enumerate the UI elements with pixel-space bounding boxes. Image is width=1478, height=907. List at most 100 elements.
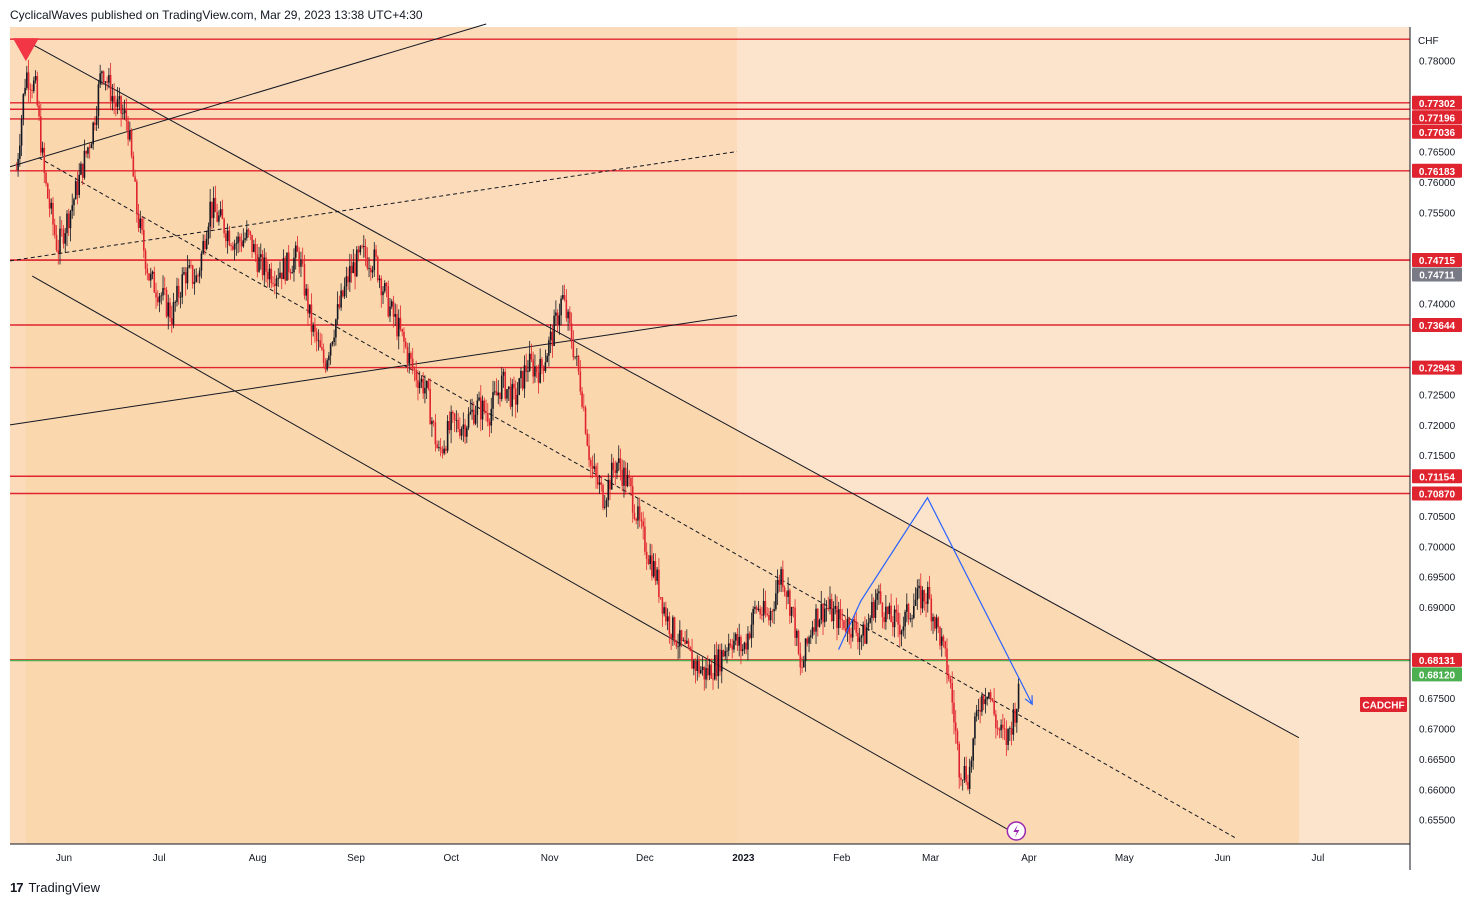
- candle-body: [298, 251, 301, 267]
- candle-body: [637, 506, 639, 521]
- candle-body: [1016, 708, 1018, 723]
- candle-body: [76, 181, 79, 196]
- price-level-badge-label: 0.71154: [1419, 472, 1455, 483]
- candle-body: [996, 727, 999, 730]
- candle-body: [727, 643, 730, 651]
- candle-body: [640, 519, 643, 522]
- price-tick-label: 0.78000: [1419, 56, 1456, 67]
- candle-body: [813, 627, 816, 632]
- candle-body: [699, 669, 702, 674]
- candle-body: [740, 636, 742, 652]
- candle-body: [698, 660, 700, 674]
- candle-body: [431, 420, 433, 425]
- candle-body: [823, 608, 826, 623]
- candle-body: [81, 163, 84, 178]
- candle-body: [333, 337, 335, 342]
- candle-body: [589, 460, 592, 466]
- candle-body: [670, 634, 672, 639]
- candle-body: [64, 233, 67, 244]
- candle-body: [764, 600, 767, 614]
- candle-body: [899, 624, 901, 635]
- candle-body: [343, 286, 346, 297]
- candle-body: [43, 147, 46, 173]
- candle-body: [165, 289, 168, 317]
- sell-signal-icon: [12, 38, 39, 62]
- channel-lower-line: [31, 275, 1023, 839]
- candle-body: [387, 286, 390, 317]
- candle-body: [123, 110, 126, 114]
- candle-body: [710, 664, 713, 679]
- candle-body: [1005, 729, 1008, 745]
- candle-body: [275, 278, 278, 286]
- candle-body: [712, 678, 714, 680]
- candle-body: [909, 618, 912, 620]
- candle-body: [797, 630, 800, 654]
- candle-body: [186, 267, 189, 284]
- candle-body: [95, 116, 98, 126]
- candle-body: [329, 344, 332, 356]
- candle-body: [174, 302, 177, 303]
- candle-body: [116, 99, 119, 107]
- candle-body: [500, 375, 503, 399]
- candle-body: [202, 240, 204, 254]
- candle-body: [556, 312, 559, 326]
- candle-body: [151, 271, 154, 274]
- candle-body: [144, 250, 147, 269]
- price-level-badge-label: 0.72943: [1419, 364, 1456, 375]
- candle-body: [750, 624, 753, 639]
- price-level-badge: [1412, 469, 1462, 484]
- candle-body: [544, 362, 547, 371]
- candle-body: [621, 469, 624, 486]
- price-level-badge-label: 0.77196: [1419, 113, 1456, 124]
- candle-body: [493, 391, 496, 393]
- candle-body: [176, 285, 178, 303]
- candle-body: [462, 424, 465, 429]
- candle-body: [19, 145, 21, 159]
- candle-body: [691, 650, 693, 669]
- candle-body: [376, 256, 379, 281]
- candle-body: [356, 249, 358, 277]
- candle-body: [277, 277, 280, 279]
- candle-body: [369, 267, 372, 273]
- candle-body: [20, 118, 23, 146]
- candle-body: [532, 359, 534, 377]
- candle-body: [617, 458, 620, 463]
- candle-body: [656, 569, 658, 581]
- candle-body: [902, 626, 905, 631]
- publication-attribution: CyclicalWaves published on TradingView.c…: [10, 8, 423, 22]
- candle-body: [125, 110, 128, 122]
- candle-body: [820, 603, 823, 620]
- candle-body: [109, 74, 112, 102]
- candle-body: [673, 617, 676, 643]
- candle-body: [803, 660, 805, 668]
- candle-body: [644, 526, 646, 552]
- candle-body: [502, 371, 505, 376]
- candle-body: [85, 150, 87, 154]
- candle-body: [574, 356, 576, 358]
- candle-body: [1012, 709, 1015, 735]
- candle-body: [60, 228, 63, 230]
- candle-body: [172, 302, 175, 325]
- candle-body: [31, 90, 33, 91]
- candle-body: [720, 650, 723, 672]
- candle-body: [308, 304, 311, 314]
- candle-body: [99, 73, 101, 85]
- candle-body: [291, 272, 294, 274]
- candle-body: [424, 387, 426, 394]
- candle-body: [396, 314, 398, 337]
- candle-body: [383, 283, 386, 292]
- candle-body: [471, 409, 473, 412]
- candle-body: [177, 285, 180, 298]
- candle-body: [734, 633, 737, 641]
- candle-body: [247, 229, 250, 232]
- candle-body: [115, 102, 117, 107]
- candle-body: [633, 512, 636, 519]
- candle-body: [586, 433, 589, 446]
- candle-body: [741, 649, 744, 652]
- time-tick-label: 2023: [732, 853, 755, 864]
- candle-body: [425, 380, 428, 388]
- candle-body: [280, 272, 283, 280]
- price-level-badges: 0.77302 0.77196 0.77036 0.76183 0.74715 0.747…: [1412, 95, 1462, 682]
- price-tick-label: 0.67000: [1419, 725, 1456, 736]
